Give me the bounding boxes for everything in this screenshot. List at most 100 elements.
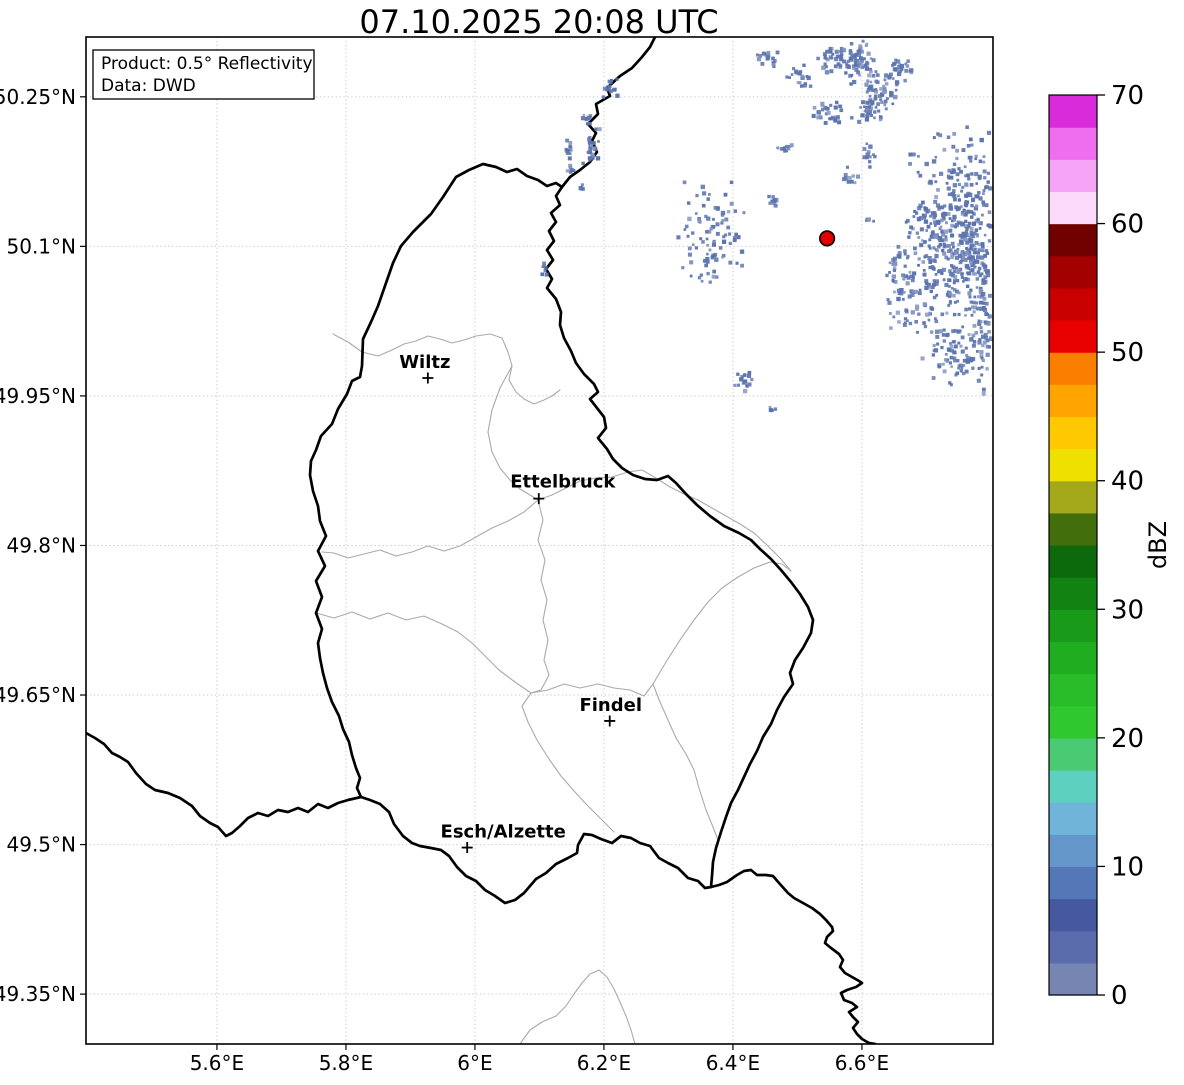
radar-echo-pixel	[969, 226, 974, 231]
radar-echo-pixel	[938, 238, 942, 243]
radar-echo-pixel	[968, 137, 973, 142]
radar-echo-pixel	[965, 284, 970, 288]
radar-echo-pixel	[896, 296, 901, 302]
radar-echo-pixel	[978, 300, 983, 305]
radar-echo-pixel	[839, 50, 843, 54]
radar-echo-pixel	[542, 264, 546, 268]
radar-echo-pixel	[868, 94, 872, 98]
radar-echo-pixel	[949, 175, 954, 180]
colorbar-band	[1049, 898, 1097, 932]
radar-echo-pixel	[985, 352, 990, 357]
radar-echo-pixel	[850, 54, 854, 58]
radar-echo-pixel	[806, 75, 811, 81]
radar-echo-pixel	[974, 204, 979, 208]
radar-echo-pixel	[967, 155, 972, 160]
radar-echo-pixel	[974, 228, 979, 232]
radar-echo-pixel	[923, 255, 927, 259]
radar-echo-pixel	[953, 344, 958, 349]
radar-echo-pixel	[929, 289, 933, 294]
radar-echo-pixel	[898, 62, 902, 66]
radar-echo-pixel	[732, 238, 737, 243]
radar-echo-pixel	[829, 69, 834, 74]
radar-echo-pixel	[933, 348, 939, 353]
radar-echo-pixel	[952, 294, 956, 298]
radar-echo-pixel	[894, 80, 900, 85]
radar-echo-pixel	[953, 288, 957, 292]
radar-echo-pixel	[848, 51, 853, 56]
radar-echo-pixel	[865, 152, 870, 157]
radar-echo-pixel	[971, 305, 975, 309]
radar-echo-pixel	[913, 251, 918, 256]
radar-echo-pixel	[609, 89, 613, 93]
radar-echo-pixel	[854, 52, 858, 57]
radar-echo-pixel	[959, 205, 963, 209]
radar-echo-pixel	[947, 244, 951, 248]
radar-echo-pixel	[694, 246, 698, 250]
radar-echo-pixel	[589, 144, 593, 148]
radar-echo-pixel	[983, 264, 988, 269]
y-tick-label: 49.65°N	[0, 683, 76, 707]
radar-echo-pixel	[728, 260, 733, 265]
radar-echo-pixel	[971, 333, 976, 338]
radar-echo-pixel	[702, 259, 706, 263]
radar-echo-pixel	[932, 174, 936, 178]
radar-echo-pixel	[766, 51, 771, 55]
radar-echo-pixel	[925, 229, 928, 232]
radar-echo-pixel	[829, 103, 833, 107]
radar-echo-pixel	[962, 358, 967, 363]
radar-echo-pixel	[903, 290, 906, 294]
radar-echo-pixel	[773, 407, 778, 411]
radar-echo-pixel	[848, 49, 853, 53]
radar-echo-pixel	[986, 321, 991, 326]
radar-echo-pixel	[952, 252, 956, 256]
radar-echo-pixel	[948, 228, 953, 233]
radar-echo-pixel	[715, 275, 719, 279]
radar-echo-pixel	[800, 84, 804, 88]
radar-echo-pixel	[540, 272, 544, 277]
radar-echo-pixel	[742, 373, 747, 378]
radar-echo-pixel	[862, 147, 867, 151]
radar-echo-pixel	[956, 178, 960, 182]
radar-echo-pixel	[949, 355, 954, 360]
radar-echo-pixel	[783, 149, 787, 153]
radar-echo-pixel	[972, 340, 977, 344]
radar-echo-pixel	[768, 408, 773, 413]
radar-echo-pixel	[699, 237, 703, 241]
radar-echo-pixel	[979, 330, 984, 334]
radar-echo-pixel	[712, 269, 716, 274]
radar-echo-pixel	[855, 63, 859, 67]
radar-echo-pixel	[784, 149, 789, 153]
admin-boundaries	[315, 333, 792, 1044]
radar-echo-pixel	[964, 346, 968, 350]
radar-echo-pixel	[951, 233, 955, 237]
radar-echo-pixel	[908, 152, 913, 157]
radar-echo-pixel	[960, 272, 964, 276]
radar-echo-pixel	[879, 87, 883, 91]
radar-echo-pixel	[912, 290, 915, 294]
radar-echo-pixel	[761, 51, 766, 56]
radar-echo-pixel	[975, 277, 980, 281]
radar-echo-pixel	[863, 64, 868, 68]
radar-echo-pixel	[958, 254, 963, 259]
radar-echo-pixel	[799, 70, 803, 74]
radar-echo-pixel	[891, 274, 896, 279]
radar-echo-pixel	[924, 161, 929, 167]
radar-echo-pixel	[542, 261, 546, 266]
radar-echo-pixel	[935, 249, 939, 253]
radar-echo-pixel	[985, 367, 989, 371]
radar-echo-pixel	[897, 71, 902, 77]
radar-echo-pixel	[865, 155, 869, 160]
radar-echo-pixel	[917, 263, 920, 267]
radar-echo-pixel	[874, 94, 878, 98]
colorbar-tick-label: 60	[1111, 210, 1144, 240]
radar-echo-pixel	[581, 161, 585, 166]
radar-echo-pixel	[944, 235, 948, 238]
radar-echo-pixel	[736, 235, 741, 240]
radar-echo-pixel	[870, 100, 874, 104]
radar-echo-pixel	[935, 293, 939, 297]
radar-echo-pixel	[908, 231, 912, 235]
radar-echo-pixel	[868, 144, 873, 149]
radar-echo-pixel	[904, 62, 908, 66]
radar-echo-pixel	[727, 232, 732, 236]
